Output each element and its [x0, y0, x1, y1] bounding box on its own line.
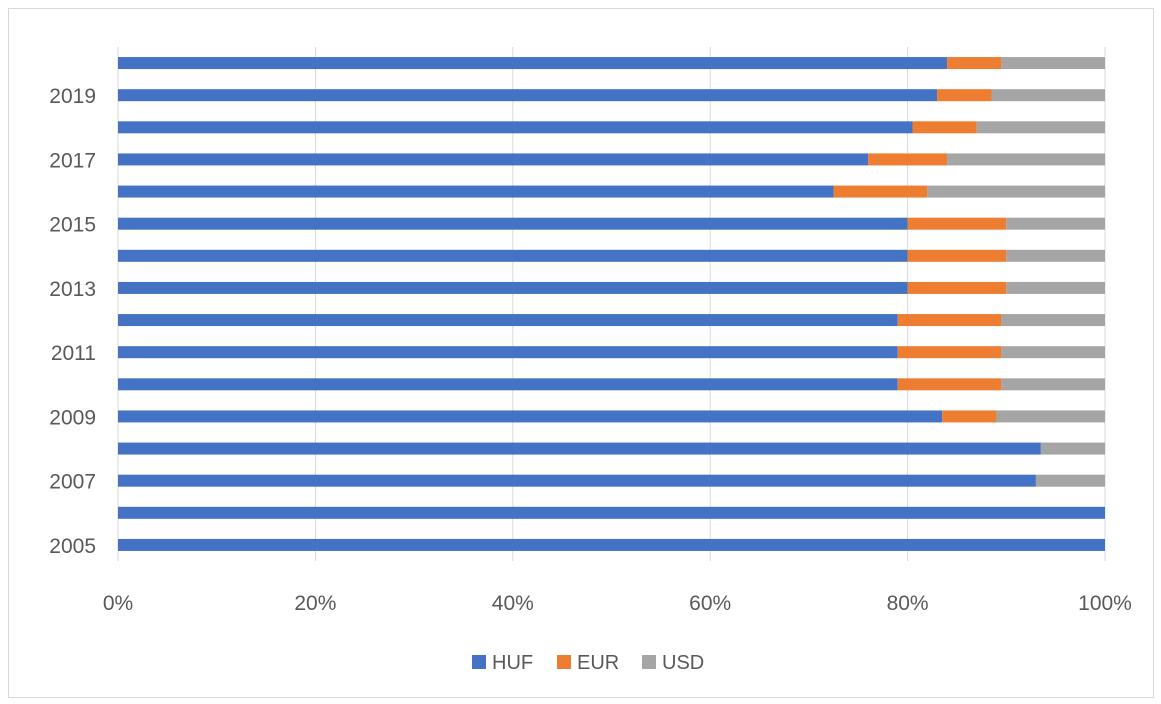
bar-eur-2018 — [912, 121, 977, 134]
bar-eur-2012 — [897, 314, 1002, 327]
bar-eur-2020 — [947, 57, 1002, 70]
legend-label-usd: USD — [662, 652, 704, 674]
y-tick-label: 2013 — [49, 278, 96, 301]
y-tick-label: 2017 — [49, 149, 96, 172]
y-tick-label: 2005 — [49, 535, 96, 558]
legend-swatch-eur — [557, 655, 571, 669]
x-tick-label: 80% — [887, 592, 929, 615]
y-tick-label: 2011 — [51, 342, 96, 365]
bar-eur-2014 — [907, 249, 1007, 262]
x-tick-label: 60% — [689, 592, 731, 615]
bar-eur-2016 — [833, 185, 928, 198]
legend-label-eur: EUR — [577, 652, 619, 674]
bar-huf-2015 — [118, 217, 908, 230]
y-tick-label: 2009 — [49, 406, 96, 429]
x-tick-label: 100% — [1078, 592, 1132, 615]
bar-huf-2006 — [118, 506, 1105, 519]
legend-label-huf: HUF — [492, 652, 533, 674]
x-tick-label: 40% — [492, 592, 534, 615]
bar-usd-2015 — [1006, 217, 1105, 230]
y-tick-label: 2015 — [49, 214, 96, 237]
bar-usd-2014 — [1006, 249, 1105, 262]
bar-huf-2009 — [118, 410, 943, 423]
bar-huf-2014 — [118, 249, 908, 262]
bar-eur-2017 — [868, 153, 948, 166]
bar-usd-2007 — [1035, 474, 1105, 487]
bar-eur-2011 — [897, 346, 1002, 359]
legend-swatch-usd — [642, 655, 656, 669]
bar-huf-2007 — [118, 474, 1036, 487]
bar-huf-2017 — [118, 153, 869, 166]
bar-usd-2008 — [1040, 442, 1105, 455]
bar-usd-2016 — [927, 185, 1105, 198]
bar-huf-2011 — [118, 346, 898, 359]
bar-huf-2005 — [118, 538, 1105, 551]
bar-huf-2008 — [118, 442, 1041, 455]
x-tick-label: 20% — [294, 592, 336, 615]
legend-swatch-huf — [472, 655, 486, 669]
bar-eur-2013 — [907, 281, 1007, 294]
bar-huf-2018 — [118, 121, 913, 134]
bar-eur-2009 — [942, 410, 997, 423]
bar-huf-2016 — [118, 185, 834, 198]
bar-usd-2018 — [976, 121, 1105, 134]
bar-huf-2019 — [118, 89, 938, 102]
bar-usd-2011 — [1001, 346, 1105, 359]
bar-usd-2017 — [947, 153, 1105, 166]
bar-usd-2013 — [1006, 281, 1105, 294]
bar-eur-2019 — [937, 89, 992, 102]
y-tick-label: 2019 — [49, 85, 96, 108]
y-tick-label: 2007 — [49, 471, 96, 494]
bar-usd-2009 — [996, 410, 1105, 423]
bar-usd-2012 — [1001, 314, 1105, 327]
x-tick-label: 0% — [103, 592, 133, 615]
bar-usd-2010 — [1001, 378, 1105, 391]
bar-eur-2010 — [897, 378, 1002, 391]
bar-eur-2015 — [907, 217, 1007, 230]
bar-huf-2010 — [118, 378, 898, 391]
bar-huf-2012 — [118, 314, 898, 327]
bar-usd-2020 — [1001, 57, 1105, 70]
bar-huf-2020 — [118, 57, 948, 70]
bar-usd-2019 — [991, 89, 1105, 102]
bar-huf-2013 — [118, 281, 908, 294]
